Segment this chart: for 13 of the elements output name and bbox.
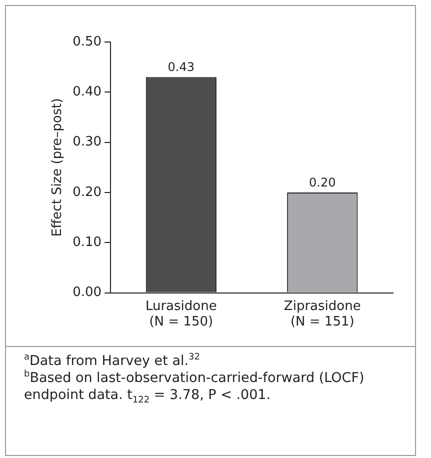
y-tick-label: 0.00 xyxy=(72,285,102,300)
y-tick-label: 0.30 xyxy=(72,134,102,150)
y-tick-label: 0.20 xyxy=(72,184,102,200)
text: $^{b}$Based on last-observation-carried-forward (LOCF) endpoint data. t$_{122}$ = 3.78, P < .001. xyxy=(24,370,366,406)
x-tick-label: Ziprasidone (N = 151) xyxy=(284,298,361,330)
y-tick-label: 0.10 xyxy=(72,235,102,250)
y-axis-title: Effect Size (pre–post) xyxy=(50,98,66,237)
text: $^{a}$Data from Harvey et al.$^{32}$ xyxy=(24,352,201,370)
y-tick-label: 0.50 xyxy=(72,34,102,50)
y-tick-label: 0.40 xyxy=(72,84,102,100)
data-label: 0.43 xyxy=(168,60,195,74)
data-label: 0.20 xyxy=(309,176,336,190)
x-tick-label: Lurasidone (N = 150) xyxy=(145,298,217,330)
